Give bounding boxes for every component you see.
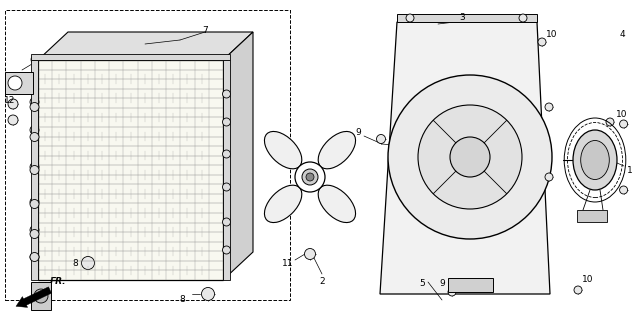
- Circle shape: [477, 280, 486, 290]
- Circle shape: [30, 165, 39, 174]
- Circle shape: [306, 173, 314, 181]
- Circle shape: [223, 150, 230, 158]
- Text: 7: 7: [202, 26, 208, 35]
- Circle shape: [302, 169, 318, 185]
- Circle shape: [574, 286, 582, 294]
- Circle shape: [30, 226, 39, 235]
- Bar: [5, 10, 290, 300]
- Text: 9: 9: [355, 128, 361, 137]
- Circle shape: [30, 133, 39, 142]
- Text: 10: 10: [547, 30, 557, 38]
- Circle shape: [30, 199, 39, 208]
- Circle shape: [8, 76, 22, 90]
- Circle shape: [620, 186, 628, 194]
- Ellipse shape: [318, 131, 356, 169]
- Text: 2: 2: [319, 277, 325, 286]
- Circle shape: [223, 183, 230, 191]
- Text: 4: 4: [619, 30, 625, 38]
- Text: 8: 8: [179, 295, 185, 305]
- Circle shape: [8, 99, 18, 109]
- Circle shape: [450, 137, 490, 177]
- Text: 10: 10: [616, 110, 628, 119]
- Text: 3: 3: [459, 12, 465, 22]
- Circle shape: [406, 14, 414, 22]
- Ellipse shape: [318, 185, 356, 222]
- Ellipse shape: [580, 140, 609, 179]
- Circle shape: [545, 173, 553, 181]
- Text: 8: 8: [72, 260, 78, 269]
- Circle shape: [30, 197, 39, 207]
- Text: 6: 6: [29, 56, 35, 65]
- Circle shape: [606, 118, 614, 126]
- Circle shape: [223, 218, 230, 226]
- Circle shape: [30, 252, 39, 261]
- Circle shape: [81, 256, 95, 270]
- Circle shape: [30, 98, 39, 106]
- FancyArrow shape: [16, 287, 51, 307]
- Circle shape: [448, 288, 456, 296]
- Circle shape: [34, 289, 48, 303]
- Circle shape: [30, 163, 39, 172]
- Bar: [397, 14, 537, 22]
- Bar: [31, 54, 230, 60]
- Circle shape: [519, 14, 527, 22]
- Text: 1: 1: [627, 165, 633, 174]
- Text: 9: 9: [439, 280, 445, 289]
- Circle shape: [30, 103, 39, 111]
- Circle shape: [223, 90, 230, 98]
- Polygon shape: [380, 22, 550, 294]
- Ellipse shape: [573, 130, 617, 190]
- Circle shape: [295, 162, 325, 192]
- Circle shape: [30, 125, 39, 134]
- Circle shape: [202, 287, 214, 300]
- Polygon shape: [38, 60, 223, 280]
- Text: 5: 5: [419, 280, 425, 289]
- Circle shape: [454, 280, 463, 290]
- Polygon shape: [223, 32, 253, 280]
- Circle shape: [223, 118, 230, 126]
- Circle shape: [8, 115, 18, 125]
- Circle shape: [30, 230, 39, 238]
- Text: FR.: FR.: [50, 277, 67, 286]
- Circle shape: [30, 252, 39, 261]
- Ellipse shape: [264, 131, 302, 169]
- Bar: [31, 282, 51, 310]
- Text: 11: 11: [282, 260, 294, 269]
- Circle shape: [305, 248, 316, 260]
- Circle shape: [538, 38, 546, 46]
- Circle shape: [223, 246, 230, 254]
- Circle shape: [388, 75, 552, 239]
- Polygon shape: [38, 32, 253, 60]
- Ellipse shape: [264, 185, 302, 222]
- Circle shape: [376, 134, 385, 144]
- Bar: [223, 60, 230, 280]
- Bar: [448, 278, 493, 292]
- Circle shape: [545, 103, 553, 111]
- Bar: [5, 72, 33, 94]
- Text: 12: 12: [4, 72, 16, 81]
- Circle shape: [418, 105, 522, 209]
- Circle shape: [620, 120, 628, 128]
- Text: 10: 10: [582, 275, 594, 285]
- Text: 12: 12: [4, 95, 16, 105]
- Bar: [577, 210, 607, 222]
- Bar: [31, 60, 38, 280]
